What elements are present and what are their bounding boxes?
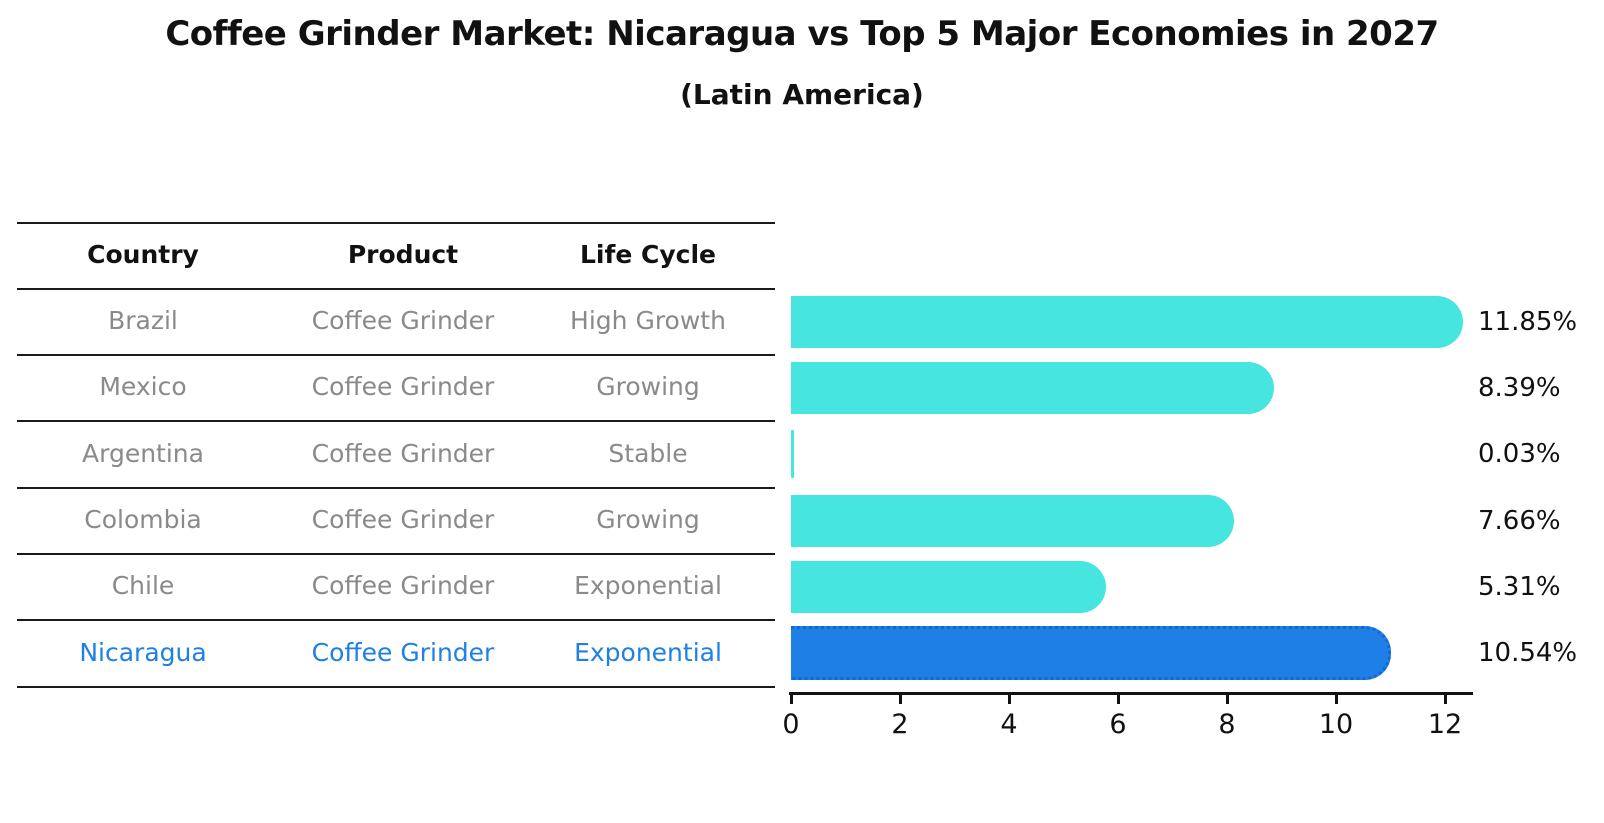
x-tick-mark	[1444, 694, 1447, 704]
x-tick-label: 6	[1109, 709, 1127, 740]
bar-mexico	[791, 362, 1275, 414]
bar-nicaragua-highlight	[791, 626, 1392, 680]
x-tick-mark	[1117, 694, 1120, 704]
bar-value-label: 7.66%	[1478, 506, 1561, 536]
table-row-divider	[17, 354, 775, 356]
bar-brazil	[791, 296, 1463, 348]
table-cell-life-cycle: Growing	[596, 505, 700, 534]
bar-value-label: 0.03%	[1478, 439, 1561, 469]
table-cell-product: Coffee Grinder	[311, 439, 495, 468]
table-cell-country: Colombia	[84, 505, 202, 534]
bar-value-label: 5.31%	[1478, 572, 1561, 602]
table-row-divider	[17, 553, 775, 555]
chart-title: Coffee Grinder Market: Nicaragua vs Top …	[165, 14, 1439, 54]
table-header-life-cycle: Life Cycle	[579, 240, 717, 269]
x-tick-mark	[1335, 694, 1338, 704]
table-cell-life-cycle-highlight: Exponential	[574, 638, 722, 667]
table-row-divider	[17, 420, 775, 422]
table-cell-country: Mexico	[99, 372, 187, 401]
x-tick-label: 2	[891, 709, 909, 740]
table-cell-product: Coffee Grinder	[311, 372, 495, 401]
bar-chile	[791, 561, 1107, 613]
table-row-divider	[17, 487, 775, 489]
x-axis-line	[789, 692, 1473, 695]
table-bottom-line	[17, 686, 775, 688]
x-tick-mark	[899, 694, 902, 704]
x-tick-label: 0	[782, 709, 800, 740]
x-tick-label: 8	[1218, 709, 1236, 740]
table-cell-product-highlight: Coffee Grinder	[311, 638, 495, 667]
x-tick-label: 12	[1427, 709, 1463, 740]
table-cell-country-highlight: Nicaragua	[79, 638, 207, 667]
bar-argentina	[791, 430, 794, 478]
x-tick-mark	[1008, 694, 1011, 704]
chart-subtitle: (Latin America)	[680, 78, 924, 111]
table-cell-life-cycle: Stable	[608, 439, 688, 468]
table-cell-life-cycle: Exponential	[574, 571, 722, 600]
x-tick-mark	[1226, 694, 1229, 704]
x-tick-label: 10	[1318, 709, 1354, 740]
table-cell-life-cycle: Growing	[596, 372, 700, 401]
table-row-divider	[17, 619, 775, 621]
table-header-country: Country	[87, 240, 199, 269]
table-header-product: Product	[347, 240, 459, 269]
table-cell-life-cycle: High Growth	[570, 306, 726, 335]
bar-value-label: 10.54%	[1478, 638, 1578, 668]
table-cell-country: Argentina	[82, 439, 204, 468]
bar-value-label: 8.39%	[1478, 373, 1561, 403]
table-cell-product: Coffee Grinder	[311, 505, 495, 534]
bar-colombia	[791, 495, 1235, 547]
table-cell-country: Chile	[111, 571, 175, 600]
bar-value-label: 11.85%	[1478, 307, 1578, 337]
table-top-line	[17, 222, 775, 224]
table-header-line	[17, 288, 775, 290]
x-tick-label: 4	[1000, 709, 1018, 740]
table-cell-country: Brazil	[108, 306, 178, 335]
x-tick-mark	[790, 694, 793, 704]
table-cell-product: Coffee Grinder	[311, 306, 495, 335]
table-cell-product: Coffee Grinder	[311, 571, 495, 600]
